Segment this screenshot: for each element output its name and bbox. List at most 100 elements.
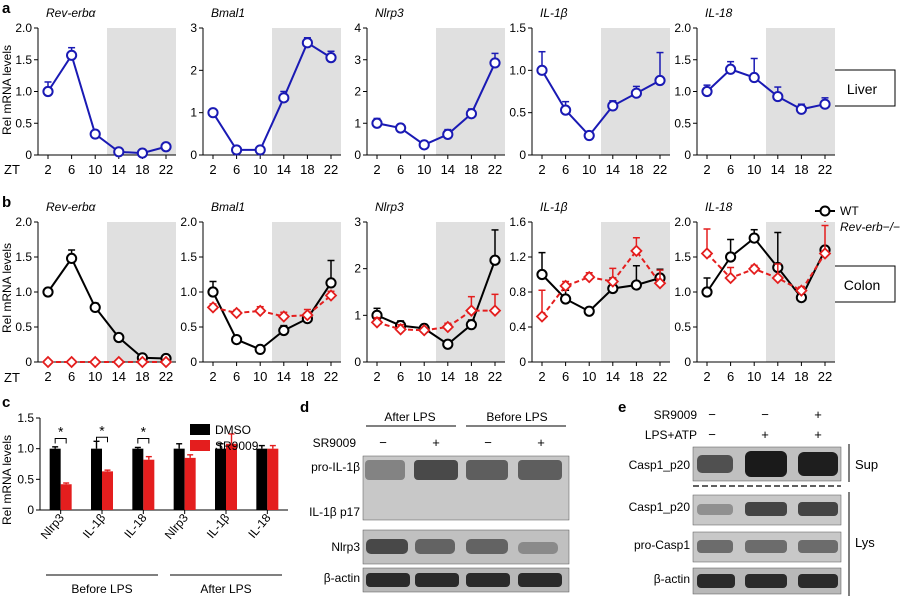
blot-e-band-2-3 <box>798 502 838 516</box>
xtick-label-a5-4: 18 <box>794 162 808 177</box>
data-point-a2-0-4 <box>301 37 313 49</box>
xtick-label-a2-5: 22 <box>324 162 338 177</box>
blot-e-treat-2: LPS+ATP <box>645 428 697 442</box>
xtick-label-a3-2: 10 <box>417 162 431 177</box>
data-point-b3-0-3 <box>442 338 454 350</box>
ytick-label-a4-1: 0.5 <box>509 106 526 120</box>
bar-c-0-4 <box>215 448 226 510</box>
xtick-label-b2-5: 22 <box>324 369 338 384</box>
chart-title-b3: Nlrp3 <box>375 200 404 214</box>
blot-e-sign-2-1: − <box>708 427 716 442</box>
colon-box <box>828 265 896 303</box>
data-point-b2-0-3 <box>278 324 290 337</box>
data-point-a5-0-2 <box>748 71 760 84</box>
data-point-b1-1-4 <box>136 355 149 369</box>
ylabel-c: Rel mRNA levels <box>0 435 14 525</box>
xtick-label-a2-2: 10 <box>253 162 267 177</box>
xtick-label-b3-2: 10 <box>417 369 431 384</box>
data-point-b5-1-4 <box>795 284 808 297</box>
ytick-label-c-3: 1.5 <box>17 411 34 425</box>
panel-label-e: e <box>618 399 626 416</box>
data-point-b5-1-3 <box>771 271 785 285</box>
data-point-b1-1-0 <box>41 355 55 369</box>
bar-c-1-0 <box>60 484 72 510</box>
data-point-b4-0-1 <box>560 293 572 305</box>
data-point-a3-0-2 <box>418 139 430 151</box>
western-blot-d: After LPS Before LPS SR9009 − + − + pro-… <box>309 410 570 593</box>
ytick-label-a1-0: 0 <box>25 148 32 162</box>
data-point-a1-0-0 <box>42 85 54 98</box>
legend-wt-label: WT <box>840 204 859 218</box>
data-point-a1-0-1 <box>66 49 78 61</box>
data-point-a1-0-3 <box>113 146 125 158</box>
xtick-label-b4-0: 2 <box>538 369 545 384</box>
ytick-label-b2-4: 2.0 <box>180 215 197 229</box>
ytick-label-a2-3: 3 <box>190 21 197 35</box>
data-point-b2-0-1 <box>231 334 243 346</box>
data-point-b4-0-4 <box>630 279 643 291</box>
xtick-label-a3-4: 18 <box>464 162 478 177</box>
ytick-label-b4-3: 1.2 <box>509 250 526 264</box>
xtick-label-a2-0: 2 <box>209 162 216 177</box>
data-point-b3-1-2 <box>417 323 431 337</box>
xtick-label-a5-2: 10 <box>747 162 761 177</box>
data-point-b4-1-0 <box>535 310 549 323</box>
chart-a4: 0 0.5 1.0 1.5 2 6 10 14 18 22 IL-1β <box>509 6 670 177</box>
blot-e-band-2-1 <box>697 504 733 515</box>
data-point-b2-1-2 <box>253 304 267 318</box>
data-point-a4-0-3 <box>607 100 619 112</box>
blot-d-sign-2: + <box>432 435 440 450</box>
blot-d-band-2-3 <box>466 539 508 554</box>
xtick-label-b4-4: 18 <box>629 369 643 384</box>
panel-label-c: c <box>2 394 10 411</box>
blot-d-band-3-1 <box>366 573 410 587</box>
blot-e-band-3-2 <box>745 540 787 553</box>
xtick-label-b2-4: 18 <box>300 369 314 384</box>
xtick-label-a5-3: 14 <box>771 162 785 177</box>
blot-e-sign-1-1: − <box>708 407 716 422</box>
xtick-label-a4-1: 6 <box>562 162 569 177</box>
ytick-label-b3-3: 3 <box>354 215 361 229</box>
data-point-a3-0-5 <box>489 57 501 69</box>
blot-e-sup-label: Sup <box>855 457 878 472</box>
xtick-label-b2-0: 2 <box>209 369 216 384</box>
data-point-b4-1-1 <box>559 279 572 293</box>
ytick-label-b2-0: 0 <box>190 355 197 369</box>
chart-title-a4: IL-1β <box>540 6 568 20</box>
ytick-label-a4-2: 1.0 <box>509 63 526 77</box>
xtick-label-a5-1: 6 <box>727 162 734 177</box>
ytick-label-b1-0: 0 <box>25 355 32 369</box>
series-line-b4-1 <box>541 249 661 318</box>
category-label-c-2: IL-18 <box>121 511 150 541</box>
data-point-b1-0-0 <box>42 286 54 298</box>
data-point-b4-1-4 <box>630 244 643 258</box>
ytick-label-c-1: 0.5 <box>17 472 34 486</box>
bar-c-0-0 <box>49 448 61 510</box>
category-label-c-4: IL-1β <box>204 511 233 541</box>
ytick-label-b2-2: 1.0 <box>180 285 197 299</box>
chart-title-b2: Bmal1 <box>211 200 245 214</box>
xtick-label-b5-0: 2 <box>703 369 710 384</box>
data-point-a4-0-4 <box>630 87 643 99</box>
chart-b2: 0 0.5 1.0 1.5 2.0 2 6 10 14 18 22 Bmal1 <box>180 200 341 384</box>
data-point-a2-0-1 <box>231 144 243 156</box>
xtick-label-b5-4: 18 <box>794 369 808 384</box>
bar-c-1-5 <box>267 448 279 510</box>
xtick-label-a4-2: 10 <box>582 162 596 177</box>
data-point-a1-0-2 <box>89 128 101 140</box>
blot-e-band-4-1 <box>697 574 735 588</box>
ytick-label-b5-3: 1.5 <box>674 250 691 264</box>
blot-e-band-3-3 <box>798 540 838 553</box>
chart-title-a3: Nlrp3 <box>375 6 404 20</box>
xtick-label-a1-2: 10 <box>88 162 102 177</box>
legend-wt-marker <box>819 205 831 217</box>
data-point-b3-1-0 <box>370 316 384 329</box>
data-point-a5-0-3 <box>772 90 784 103</box>
legend-swatch-c-1 <box>190 440 210 451</box>
data-point-b2-0-0 <box>207 286 219 298</box>
group-label-c-1: After LPS <box>200 582 251 596</box>
legend-label-c-1: SR9009 <box>215 439 259 453</box>
xtick-label-b5-2: 10 <box>747 369 761 384</box>
sig-star-c-1: * <box>99 422 105 438</box>
